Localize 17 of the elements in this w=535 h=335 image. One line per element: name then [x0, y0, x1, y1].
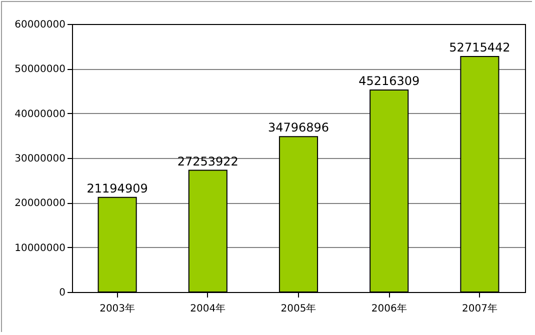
data-label: 21194909	[86, 181, 148, 196]
data-label: 27253922	[177, 154, 238, 168]
data-label: 52715442	[449, 40, 510, 55]
data-label: 34796896	[268, 120, 330, 135]
y-tick-label: 0	[59, 288, 66, 298]
data-label: 45216309	[358, 74, 420, 88]
y-tick-label: 60000000	[14, 20, 66, 30]
y-tick-label: 30000000	[14, 154, 66, 164]
x-tick-label: 2005年	[280, 302, 316, 314]
y-tick-label: 50000000	[14, 64, 66, 76]
x-tick-label: 2003年	[100, 302, 136, 314]
x-tick-label: 2006年	[371, 302, 407, 314]
y-tick-label: 40000000	[14, 108, 66, 120]
x-tick-label: 2007年	[462, 302, 498, 314]
x-tick-label: 2004年	[190, 302, 226, 314]
y-tick-label: 20000000	[14, 198, 66, 210]
y-tick-label: 10000000	[14, 242, 66, 254]
